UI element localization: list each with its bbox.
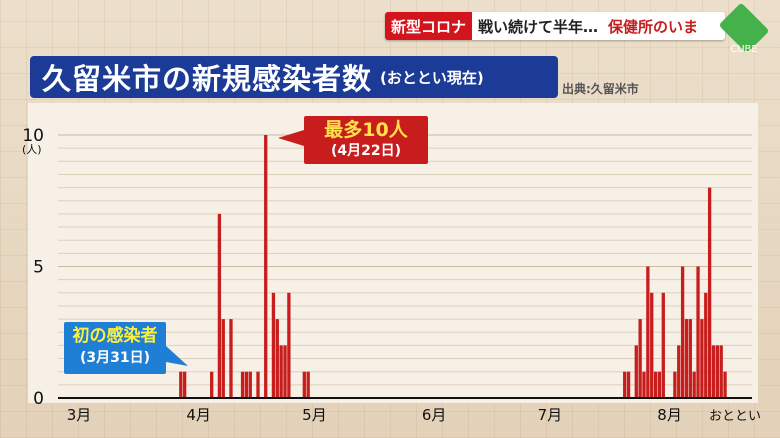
bar xyxy=(271,292,276,398)
bar xyxy=(704,292,708,398)
ticker-tag: 新型コロナ xyxy=(385,12,473,40)
x-tick-label: 8月 xyxy=(657,406,682,424)
bar xyxy=(626,371,631,398)
bars xyxy=(179,135,727,398)
bar xyxy=(723,371,727,398)
chart-title: 久留米市の新規感染者数 xyxy=(42,62,373,96)
bar xyxy=(680,266,685,398)
bar xyxy=(183,371,187,398)
x-tick-label: 7月 xyxy=(538,406,563,424)
bar xyxy=(684,319,689,398)
bar xyxy=(711,345,716,398)
bar xyxy=(287,292,291,398)
bar xyxy=(275,319,279,398)
ticker-headline: 戦い続けて半年… xyxy=(478,17,599,36)
channel-logo: CUBE xyxy=(718,2,770,60)
bar xyxy=(646,266,650,398)
x-tick-label: おととい xyxy=(709,409,761,424)
first-callout-label: 初の感染者 xyxy=(72,326,158,346)
max-callout-value: 最多10人 xyxy=(324,119,408,141)
x-tick-label: 4月 xyxy=(186,406,211,424)
bar xyxy=(240,371,245,398)
bar xyxy=(244,371,249,398)
y-axis-unit: (人) xyxy=(22,143,42,156)
bar xyxy=(696,266,700,398)
max-callout: 最多10人 (4月22日) xyxy=(304,116,428,164)
x-tick-label: 3月 xyxy=(67,406,92,424)
x-axis-ticks: 3月 4月 5月 6月 7月 8月 おととい xyxy=(67,406,761,424)
broadcast-ticker: 新型コロナ 戦い続けて半年… 保健所のいま xyxy=(385,12,725,40)
bar xyxy=(719,345,723,398)
bar xyxy=(657,371,662,398)
bar xyxy=(661,292,665,398)
ticker-topic: 保健所のいま xyxy=(608,17,699,36)
bar xyxy=(256,371,260,398)
bar xyxy=(306,371,310,398)
bar xyxy=(623,371,627,398)
first-case-callout: 初の感染者 (3月31日) xyxy=(64,322,166,374)
bar xyxy=(673,371,677,398)
bar xyxy=(692,371,696,398)
bar xyxy=(229,319,233,398)
bar xyxy=(638,319,642,398)
chart-subtitle: (おととい現在) xyxy=(380,68,484,87)
y-axis-ticks: 0 5 10 xyxy=(22,126,44,409)
bar xyxy=(677,345,681,398)
bar xyxy=(221,319,225,398)
max-callout-date: (4月22日) xyxy=(330,143,402,159)
bar xyxy=(302,371,306,398)
bar xyxy=(642,371,646,398)
bar xyxy=(650,292,654,398)
bar xyxy=(283,345,287,398)
bar xyxy=(700,319,704,398)
y-tick-label: 0 xyxy=(33,389,44,409)
bar xyxy=(707,187,712,398)
bar xyxy=(248,371,252,398)
bar xyxy=(264,135,268,398)
bar xyxy=(653,371,658,398)
y-tick-label: 10 xyxy=(22,126,44,146)
bar xyxy=(715,345,719,398)
bar xyxy=(634,345,638,398)
bar xyxy=(279,345,283,398)
channel-logo-text: CUBE xyxy=(730,44,758,55)
first-callout-date: (3月31日) xyxy=(79,350,151,366)
y-tick-label: 5 xyxy=(33,258,44,278)
chart-title-bar: 久留米市の新規感染者数 (おととい現在) xyxy=(30,56,558,98)
bar xyxy=(179,371,183,398)
data-source: 出典:久留米市 xyxy=(562,82,639,96)
bar xyxy=(688,319,692,398)
bar xyxy=(217,213,222,398)
x-tick-label: 5月 xyxy=(302,406,327,424)
bar xyxy=(210,371,214,398)
x-tick-label: 6月 xyxy=(422,406,447,424)
